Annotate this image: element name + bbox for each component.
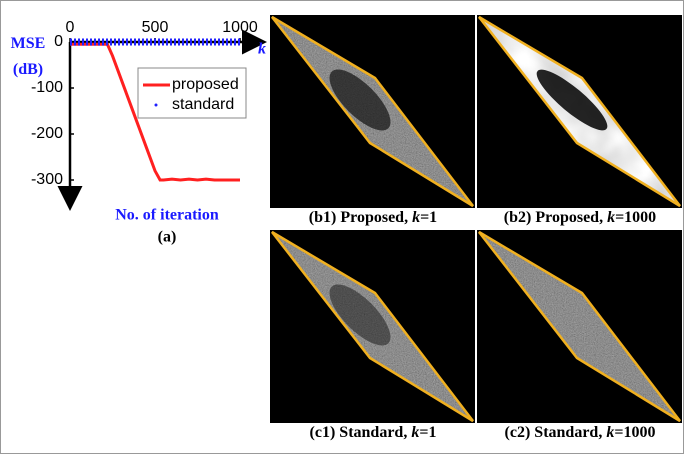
label-line: (dB) xyxy=(13,61,43,78)
figure: 0 500 1000 0 -100 -200 -300 MSE (dB) k No. of iter… xyxy=(0,0,684,454)
panel-caption: (c2) Standard, k=1000 xyxy=(505,424,656,441)
caption-part: =1 xyxy=(420,209,437,226)
x-tick-label: 500 xyxy=(142,19,169,36)
caption: (a) xyxy=(158,229,177,246)
caption-part: =1 xyxy=(419,424,436,441)
caption-part: (b2) Proposed, xyxy=(504,209,607,226)
x-axis-variable: k xyxy=(258,41,266,58)
y-tick-label: -100 xyxy=(31,79,63,96)
panel-caption: (b1) Proposed, k=1 xyxy=(309,209,437,226)
legend-label: standard xyxy=(172,96,234,113)
label-line: MSE xyxy=(11,35,46,52)
y-tick-label: -200 xyxy=(31,125,63,142)
caption-part: k xyxy=(411,424,419,441)
legend-label: proposed xyxy=(172,76,239,93)
panel-caption: (b2) Proposed, k=1000 xyxy=(504,209,656,226)
caption-part: k xyxy=(607,209,615,226)
y-axis-label: MSE (dB) xyxy=(11,35,46,78)
legend-swatch xyxy=(155,104,158,107)
x-tick-label: 0 xyxy=(66,19,75,36)
panels: (b1) Proposed, k=1(b2) Proposed, k=1000(… xyxy=(270,15,682,441)
caption-part: (c1) Standard, xyxy=(310,424,412,441)
caption-part: (b1) Proposed, xyxy=(309,209,412,226)
caption-part: k xyxy=(412,209,420,226)
x-axis-label: No. of iteration xyxy=(115,207,219,224)
caption-part: k xyxy=(606,424,614,441)
x-tick-label: 1000 xyxy=(222,19,258,36)
caption-part: (c2) Standard, xyxy=(505,424,607,441)
panel-caption: (c1) Standard, k=1 xyxy=(310,424,437,441)
y-tick-label: -300 xyxy=(31,171,63,188)
plot: 0 500 1000 0 -100 -200 -300 MSE (dB) k No. of iter… xyxy=(11,19,266,245)
y-tick-label: 0 xyxy=(54,33,63,50)
caption-part: =1000 xyxy=(614,424,655,441)
caption-part: =1000 xyxy=(615,209,656,226)
